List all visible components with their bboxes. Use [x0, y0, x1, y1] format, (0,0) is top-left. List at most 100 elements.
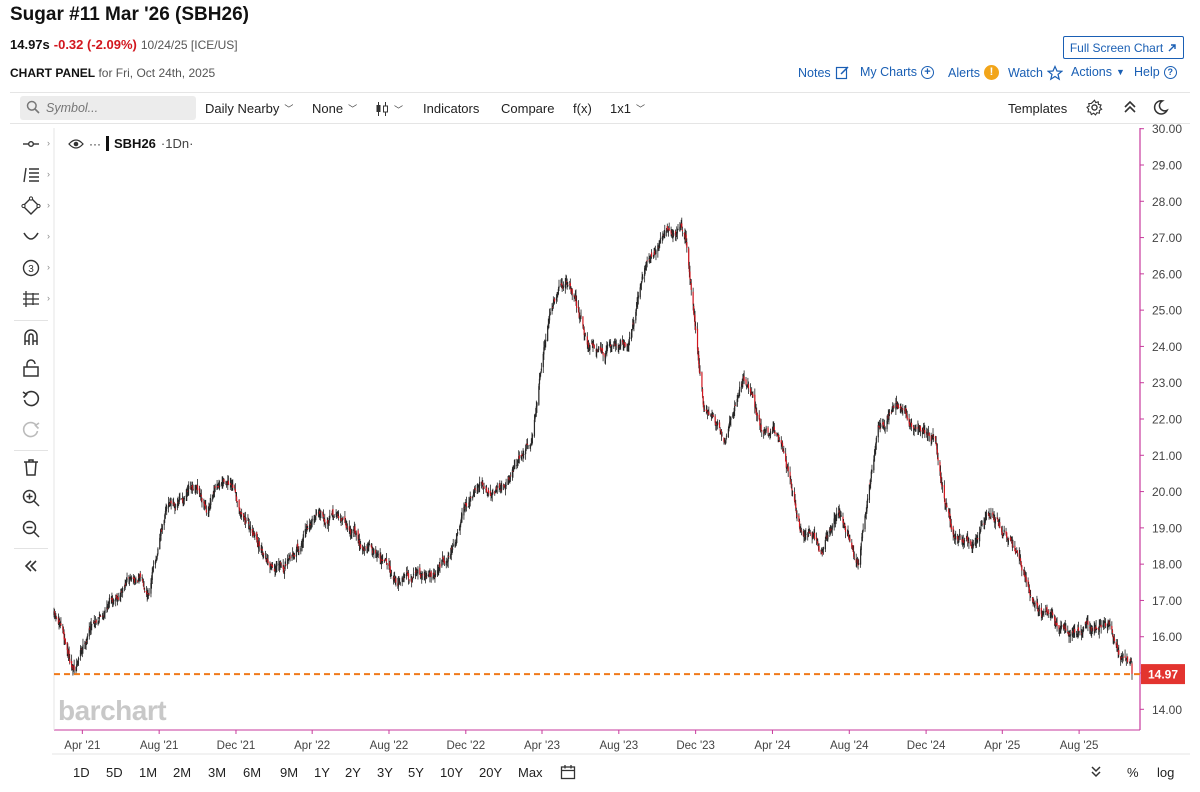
log-scale-button[interactable]: log [1157, 765, 1175, 780]
search-icon [26, 100, 40, 114]
candle-body [593, 345, 595, 349]
full-screen-chart-button[interactable]: Full Screen Chart [1063, 36, 1184, 59]
candle-body [989, 516, 991, 517]
candle-body [840, 515, 842, 517]
date-range-button[interactable] [560, 764, 576, 785]
expand-chart-button[interactable] [1090, 765, 1102, 782]
range-button-2m[interactable]: 2M [173, 765, 192, 780]
curve-tools-button[interactable]: › [10, 225, 52, 249]
candle-body [472, 496, 474, 499]
candle-body [901, 408, 903, 412]
my-charts-link[interactable]: My Charts + [860, 65, 934, 79]
candle-body [718, 422, 721, 429]
range-button-10y[interactable]: 10Y [440, 765, 464, 780]
range-button-max[interactable]: Max [518, 765, 543, 780]
dark-mode-toggle[interactable] [1152, 99, 1169, 116]
fx-button[interactable]: f(x) [573, 101, 592, 116]
candle-body [130, 577, 133, 580]
collapse-tools-button[interactable] [10, 554, 52, 578]
candle-body [222, 478, 224, 484]
candle-body [538, 386, 540, 405]
candle-body [896, 403, 898, 408]
candle-body [689, 271, 691, 280]
candle-body [933, 436, 935, 438]
range-button-5y[interactable]: 5Y [408, 765, 424, 780]
measure-tools-button[interactable]: › [10, 287, 52, 311]
period-dropdown[interactable]: Daily Nearby ﹀ [205, 101, 293, 116]
range-button-3y[interactable]: 3Y [377, 765, 393, 780]
candle-body [676, 232, 678, 237]
candle-body [839, 513, 841, 517]
collapse-toolbar-button[interactable] [1123, 99, 1137, 115]
candle-body [292, 553, 294, 555]
candle-body [611, 344, 613, 347]
candle-body [961, 538, 963, 542]
candle-body [851, 546, 854, 549]
candle-body [657, 246, 660, 248]
candle-body [291, 554, 293, 559]
range-button-5d[interactable]: 5D [106, 765, 123, 780]
range-button-1d[interactable]: 1D [73, 765, 90, 780]
candle-body [919, 426, 922, 431]
candle-body [525, 448, 527, 455]
range-button-1m[interactable]: 1M [139, 765, 158, 780]
candle-body [428, 574, 430, 577]
candle-body [980, 527, 982, 530]
eye-icon[interactable] [68, 138, 84, 150]
fib-tools-button[interactable]: › [10, 163, 52, 187]
candle-body [137, 578, 139, 582]
candle-body [446, 561, 448, 563]
candle-body [606, 344, 609, 349]
symbol-search-input[interactable] [20, 96, 196, 120]
range-button-9m[interactable]: 9M [280, 765, 299, 780]
alerts-link[interactable]: Alerts ! [948, 65, 999, 80]
templates-button[interactable]: Templates [1008, 101, 1067, 116]
candle-body [380, 559, 383, 565]
delete-drawings-button[interactable] [10, 455, 52, 479]
elliott-tools-button[interactable]: 3 › [10, 256, 52, 280]
candle-body [478, 484, 480, 487]
percent-scale-button[interactable]: % [1127, 765, 1139, 780]
layout-dropdown[interactable]: 1x1 ﹀ [610, 101, 645, 116]
help-link[interactable]: Help ? [1134, 65, 1177, 79]
chart-type-dropdown[interactable]: ﹀ [375, 101, 403, 117]
range-button-6m[interactable]: 6M [243, 765, 262, 780]
candle-body [1108, 620, 1110, 622]
caret-down-icon: ▼ [1116, 67, 1125, 77]
line-tools-button[interactable]: › [10, 132, 52, 156]
range-button-20y[interactable]: 20Y [479, 765, 503, 780]
candle-body [54, 613, 56, 616]
candle-body [88, 628, 90, 637]
magnet-button[interactable] [10, 325, 52, 349]
notes-label: Notes [798, 65, 831, 80]
candle-body [666, 226, 668, 231]
range-button-2y[interactable]: 2Y [345, 765, 361, 780]
range-button-3m[interactable]: 3M [208, 765, 227, 780]
candle-body [508, 477, 510, 479]
zoom-out-button[interactable] [10, 517, 52, 541]
candle-body [102, 615, 104, 618]
zoom-in-button[interactable] [10, 486, 52, 510]
candle-body [626, 344, 628, 346]
undo-button[interactable] [10, 387, 52, 411]
watch-link[interactable]: Watch [1008, 65, 1063, 81]
range-button-1y[interactable]: 1Y [314, 765, 330, 780]
candle-body [145, 590, 148, 595]
candle-body [1019, 556, 1021, 558]
overlay-dropdown[interactable]: None ﹀ [312, 101, 357, 116]
settings-button[interactable] [1086, 99, 1103, 116]
candle-body [1049, 613, 1051, 614]
more-icon[interactable]: ··· [89, 136, 101, 151]
shape-tools-button[interactable]: › [10, 194, 52, 218]
candle-body [139, 574, 141, 580]
indicators-button[interactable]: Indicators [423, 101, 479, 116]
redo-button[interactable] [10, 418, 52, 442]
compare-button[interactable]: Compare [501, 101, 554, 116]
candle-body [314, 516, 316, 517]
lock-button[interactable] [10, 356, 52, 380]
actions-menu[interactable]: Actions ▼ [1071, 65, 1125, 79]
candle-body [1120, 656, 1122, 660]
notes-link[interactable]: Notes [798, 65, 850, 80]
candle-body [477, 487, 479, 493]
